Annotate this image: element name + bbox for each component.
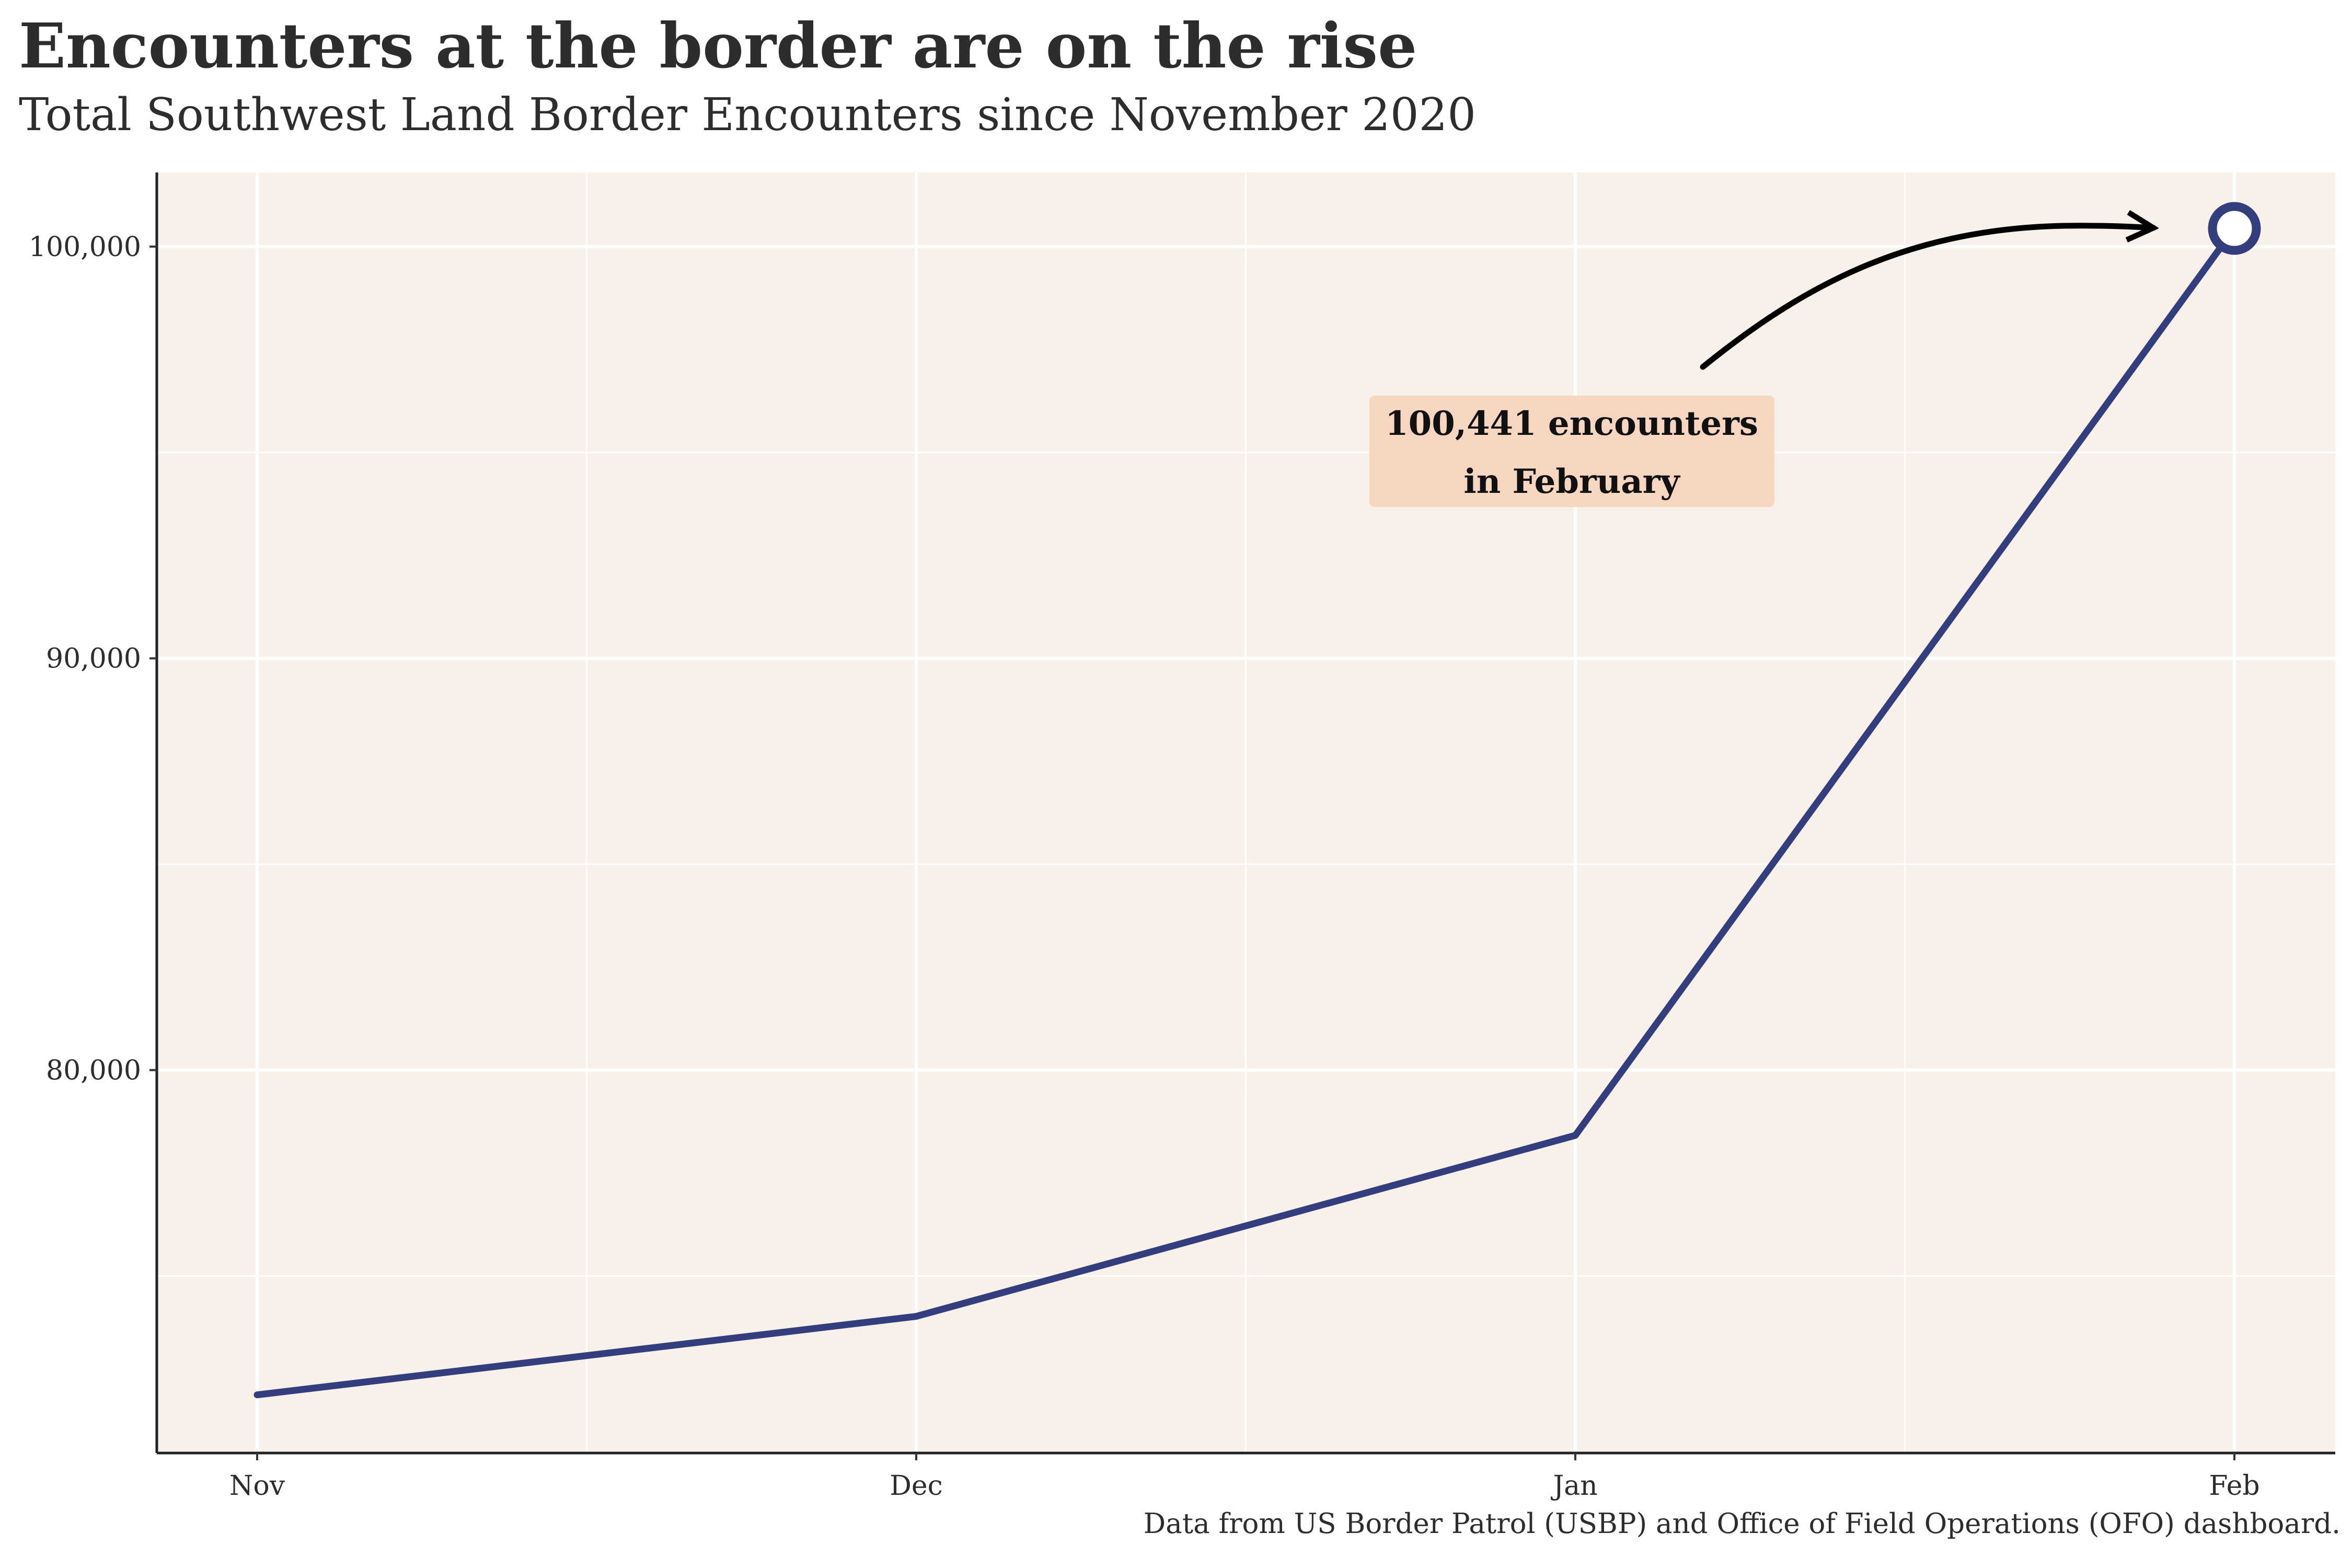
series-group [253, 202, 2261, 1399]
x-tick-label: Jan [1550, 1470, 1597, 1502]
y-tick-label: 100,000 [29, 232, 141, 263]
minor-gridlines [157, 172, 2335, 1453]
annotation-arrow [1700, 226, 2153, 370]
x-tick-label: Feb [2209, 1470, 2259, 1502]
x-axis-ticks: Nov Dec Jan Feb [229, 1453, 2260, 1502]
series-line [253, 225, 2238, 1399]
chart-subtitle: Total Southwest Land Border Encounters s… [19, 89, 1476, 141]
major-gridlines [157, 172, 2335, 1453]
chart-title: Encounters at the border are on the rise [19, 9, 1417, 82]
annotation: 100,441 encounters in February [1369, 226, 2153, 507]
annotation-box [1369, 396, 1774, 507]
y-axis-ticks: 80,000 90,000 100,000 [29, 232, 157, 1086]
x-tick-label: Nov [229, 1470, 285, 1502]
source-caption: Data from US Border Patrol (USBP) and Of… [1143, 1508, 2341, 1540]
y-tick-label: 90,000 [46, 643, 141, 675]
annotation-line-2: in February [1463, 462, 1680, 501]
x-tick-label: Dec [890, 1470, 943, 1502]
y-tick-label: 80,000 [46, 1055, 141, 1086]
annotation-line-1: 100,441 encounters [1385, 404, 1758, 443]
highlighted-point [2208, 202, 2261, 255]
